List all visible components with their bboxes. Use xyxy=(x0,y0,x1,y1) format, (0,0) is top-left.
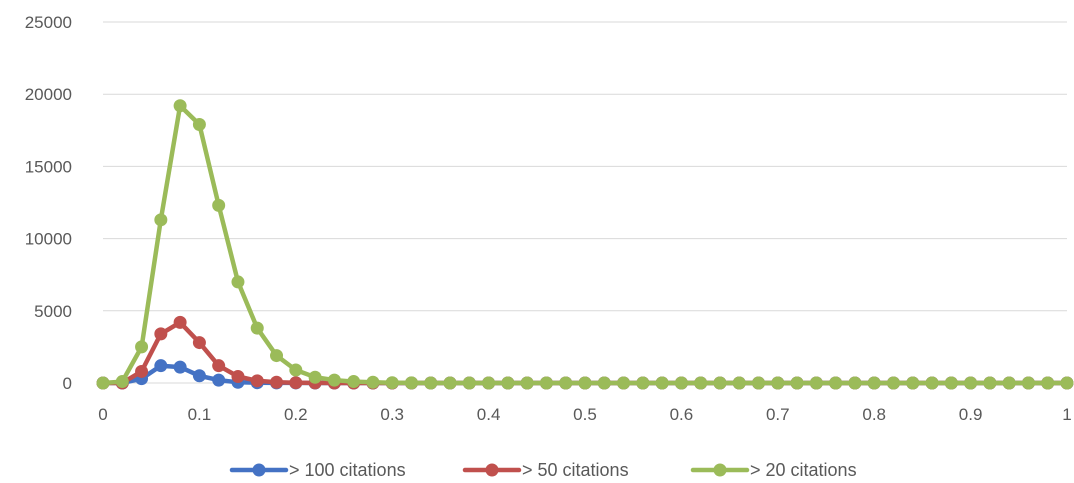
data-point xyxy=(597,376,611,390)
data-point xyxy=(212,359,226,373)
y-tick-label: 5000 xyxy=(34,302,72,321)
series-3 xyxy=(96,99,1074,390)
data-point xyxy=(250,374,264,388)
data-point xyxy=(1002,376,1016,390)
data-point xyxy=(713,376,727,390)
series-line xyxy=(100,320,1070,386)
data-point xyxy=(501,376,515,390)
x-tick-label: 0.2 xyxy=(284,405,308,424)
legend-item: > 100 citations xyxy=(229,460,406,480)
x-tick-label: 0.6 xyxy=(670,405,694,424)
data-point xyxy=(1021,376,1035,390)
data-point xyxy=(559,376,573,390)
data-point xyxy=(385,376,399,390)
data-point xyxy=(173,360,187,374)
data-point xyxy=(617,376,631,390)
data-point xyxy=(270,375,284,389)
x-tick-label: 0.4 xyxy=(477,405,501,424)
x-tick-label: 0.9 xyxy=(959,405,983,424)
data-point xyxy=(96,376,110,390)
x-tick-label: 0 xyxy=(98,405,107,424)
data-point xyxy=(154,359,168,373)
data-point xyxy=(520,376,534,390)
data-point xyxy=(1060,376,1074,390)
data-point xyxy=(366,375,380,389)
data-point xyxy=(886,376,900,390)
data-point xyxy=(790,376,804,390)
data-point xyxy=(906,376,920,390)
data-point xyxy=(424,376,438,390)
data-point xyxy=(289,363,303,377)
data-point xyxy=(173,99,187,113)
data-point xyxy=(462,376,476,390)
data-point xyxy=(925,376,939,390)
series-layer xyxy=(96,99,1074,390)
data-point xyxy=(308,370,322,384)
data-point xyxy=(289,376,303,390)
data-point xyxy=(983,376,997,390)
data-point xyxy=(482,376,496,390)
data-point xyxy=(809,376,823,390)
y-tick-label: 10000 xyxy=(25,230,72,249)
x-tick-label: 1 xyxy=(1062,405,1071,424)
series-line xyxy=(100,103,1070,386)
legend-label: > 20 citations xyxy=(750,460,857,480)
y-tick-label: 0 xyxy=(63,374,72,393)
legend-marker xyxy=(713,463,727,477)
data-point xyxy=(327,373,341,387)
data-point xyxy=(752,376,766,390)
data-point xyxy=(115,375,129,389)
x-tick-label: 0.3 xyxy=(380,405,404,424)
gridlines xyxy=(103,21,1067,384)
y-tick-label: 15000 xyxy=(25,157,72,176)
data-point xyxy=(192,369,206,383)
y-tick-label: 25000 xyxy=(25,13,72,32)
data-point xyxy=(173,315,187,329)
x-axis-ticks: 0 0.1 0.2 0.3 0.4 0.5 0.6 0.7 0.8 0.9 1 xyxy=(98,405,1071,424)
legend: > 100 citations > 50 citations > 20 citati… xyxy=(229,460,857,480)
data-point xyxy=(231,370,245,384)
data-point xyxy=(192,336,206,350)
data-point xyxy=(212,198,226,212)
x-tick-label: 0.7 xyxy=(766,405,790,424)
data-point xyxy=(964,376,978,390)
data-point xyxy=(154,213,168,227)
data-point xyxy=(347,375,361,389)
data-point xyxy=(848,376,862,390)
data-point xyxy=(674,376,688,390)
data-point xyxy=(636,376,650,390)
data-point xyxy=(270,349,284,363)
data-point xyxy=(135,340,149,354)
data-point xyxy=(944,376,958,390)
data-point xyxy=(135,364,149,378)
data-point xyxy=(1041,376,1055,390)
data-point xyxy=(867,376,881,390)
data-point xyxy=(771,376,785,390)
x-tick-label: 0.1 xyxy=(188,405,212,424)
data-point xyxy=(154,327,168,341)
data-point xyxy=(655,376,669,390)
y-tick-label: 20000 xyxy=(25,85,72,104)
y-axis-ticks: 0 5000 10000 15000 20000 25000 xyxy=(25,13,72,393)
data-point xyxy=(250,321,264,335)
legend-item: > 20 citations xyxy=(690,460,857,480)
data-point xyxy=(192,118,206,132)
data-point xyxy=(539,376,553,390)
data-point xyxy=(732,376,746,390)
data-point xyxy=(694,376,708,390)
data-point xyxy=(443,376,457,390)
legend-label: > 100 citations xyxy=(289,460,406,480)
data-point xyxy=(231,275,245,289)
data-point xyxy=(829,376,843,390)
legend-marker xyxy=(485,463,499,477)
data-point xyxy=(404,376,418,390)
x-tick-label: 0.8 xyxy=(862,405,886,424)
legend-label: > 50 citations xyxy=(522,460,629,480)
legend-marker xyxy=(252,463,266,477)
legend-item: > 50 citations xyxy=(462,460,629,480)
data-point xyxy=(212,373,226,387)
x-tick-label: 0.5 xyxy=(573,405,597,424)
data-point xyxy=(578,376,592,390)
